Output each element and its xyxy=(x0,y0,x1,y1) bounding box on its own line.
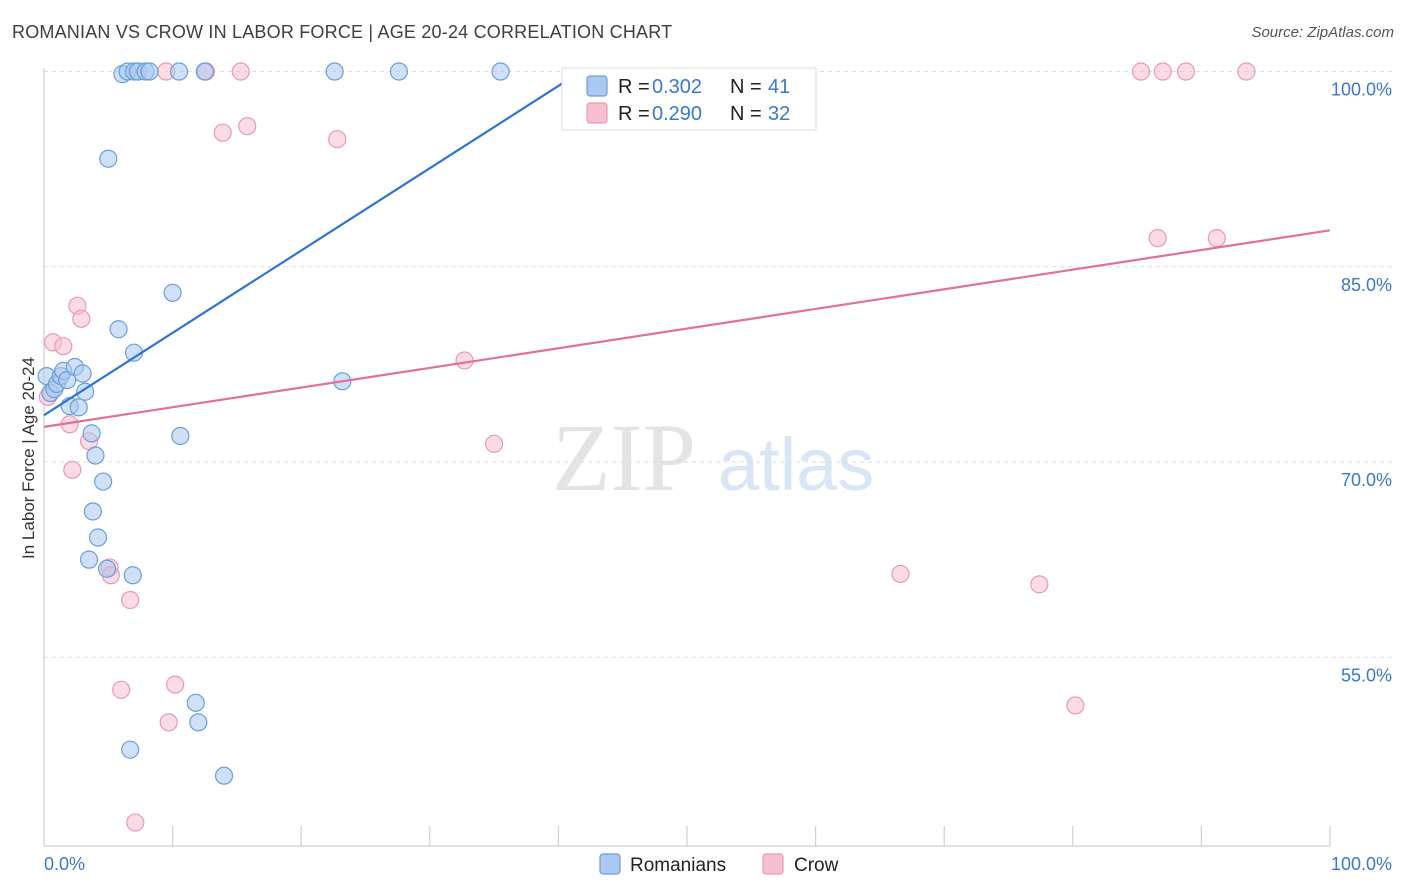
romanians-point xyxy=(169,62,189,81)
romanians-point xyxy=(163,283,182,302)
crow-point xyxy=(1237,62,1256,81)
romanians-point xyxy=(76,382,95,401)
crow-point xyxy=(54,337,73,356)
romanians-point xyxy=(69,398,88,417)
crow-point xyxy=(1131,62,1151,81)
crow-point xyxy=(166,675,185,694)
bottom-legend-crow-swatch xyxy=(762,853,784,875)
romanians-point xyxy=(186,693,205,712)
romanians-points xyxy=(37,62,510,785)
bottom-legend-romanians-label: Romanians xyxy=(630,855,726,876)
watermark-atlas: atlas xyxy=(718,423,874,506)
legend-romanians-n-value: 41 xyxy=(768,76,790,98)
x-axis-ticks xyxy=(172,826,1331,846)
romanians-trend-line xyxy=(43,78,570,417)
crow-point xyxy=(1207,229,1226,248)
crow-point xyxy=(126,813,145,832)
stats-legend: R = 0.302 N = 41 R = 0.290 N = 32 xyxy=(561,67,817,131)
crow-point xyxy=(1066,696,1085,715)
romanians-point xyxy=(121,740,140,759)
legend-crow-n-label: N = xyxy=(730,103,762,125)
crow-point xyxy=(891,564,910,584)
x-tick-label-max: 100.0% xyxy=(1331,854,1392,874)
crow-point xyxy=(485,434,504,453)
romanians-point xyxy=(88,528,108,547)
watermark-zip: ZIP xyxy=(552,404,696,511)
romanians-point xyxy=(83,502,102,521)
romanians-point xyxy=(171,426,190,446)
crow-point xyxy=(455,351,474,370)
romanians-point xyxy=(73,364,92,383)
y-axis-title: In Labor Force | Age 20-24 xyxy=(19,357,38,559)
romanians-point xyxy=(195,62,214,81)
x-tick-label-min: 0.0% xyxy=(44,854,85,874)
romanians-point xyxy=(99,149,118,168)
crow-point xyxy=(1148,229,1167,248)
crow-point xyxy=(72,309,91,328)
legend-romanians-r-label: R = xyxy=(618,76,650,98)
legend-crow-r-value: 0.290 xyxy=(652,103,702,125)
bottom-legend-romanians-swatch xyxy=(599,853,621,875)
crow-point xyxy=(1030,575,1049,594)
gridlines xyxy=(44,71,1392,658)
romanians-point xyxy=(82,424,101,443)
crow-point xyxy=(63,460,82,479)
y-tick-label-70: 70.0% xyxy=(1341,470,1392,490)
crow-point xyxy=(1153,62,1172,81)
legend-crow-n-value: 32 xyxy=(768,103,790,125)
chart-title: ROMANIAN VS CROW IN LABOR FORCE | AGE 20… xyxy=(12,22,673,42)
romanians-point xyxy=(109,320,128,339)
legend-crow-swatch xyxy=(586,102,608,124)
romanians-point xyxy=(86,446,105,465)
y-tick-label-100: 100.0% xyxy=(1331,80,1392,100)
crow-point xyxy=(112,680,131,699)
romanians-point xyxy=(123,566,142,585)
crow-point xyxy=(121,590,140,610)
crow-trend-line xyxy=(43,229,1331,428)
romanians-point xyxy=(189,713,208,732)
romanians-point xyxy=(214,766,234,785)
legend-romanians-r-value: 0.302 xyxy=(652,76,702,98)
romanians-point xyxy=(491,62,510,81)
romanians-point xyxy=(97,559,117,578)
crow-point xyxy=(328,130,347,149)
romanians-point xyxy=(79,550,99,569)
y-tick-labels: 100.0% 85.0% 70.0% 55.0% xyxy=(1331,80,1392,686)
bottom-legend-crow-label: Crow xyxy=(794,855,839,876)
legend-romanians-swatch xyxy=(586,75,608,97)
crow-point xyxy=(238,117,257,136)
romanians-point xyxy=(389,62,409,81)
y-tick-label-55: 55.0% xyxy=(1341,665,1392,685)
crow-point xyxy=(231,62,250,81)
crow-point xyxy=(159,713,178,732)
legend-romanians-n-label: N = xyxy=(730,76,762,98)
romanians-point xyxy=(140,62,159,81)
romanians-point xyxy=(94,472,113,491)
romanians-point xyxy=(325,62,344,81)
y-tick-label-85: 85.0% xyxy=(1341,275,1392,295)
series-legend: Romanians Crow xyxy=(599,853,839,876)
legend-crow-r-label: R = xyxy=(618,103,650,125)
crow-point xyxy=(213,123,232,142)
source-label: Source: ZipAtlas.com xyxy=(1251,24,1394,41)
crow-point xyxy=(1176,62,1196,81)
